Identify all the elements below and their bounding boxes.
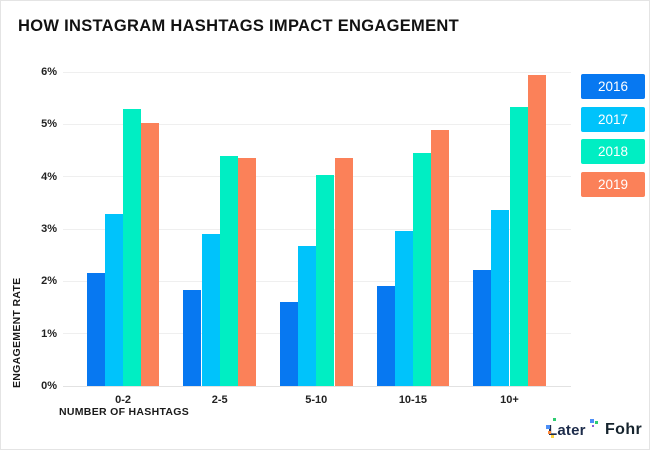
bar-2019-0-2 [141,122,160,386]
bar-2017-0-2 [104,214,124,386]
gridline-6pct [63,71,571,73]
y-tick-label-2pct: 2% [41,275,57,288]
bar-2016-2-5 [183,290,202,386]
gridline-0pct [63,385,571,387]
later-logo-text: Later [548,422,586,439]
x-tick-label-5-10: 5-10 [305,394,328,406]
x-tick-label-10-15: 10-15 [398,394,427,406]
bar-2016-5-10 [279,302,299,386]
y-tick-label-1pct: 1% [41,327,57,340]
bar-2018-0-2 [123,108,142,386]
fohr-logo: Fohr [605,421,642,439]
y-tick-label-4pct: 4% [41,170,57,183]
x-tick-label-10+: 10+ [500,394,519,406]
bar-2018-10+ [509,106,528,386]
bar-2019-10+ [527,74,546,386]
legend-item-2017: 2017 [581,106,645,132]
bar-2017-5-10 [298,245,317,386]
bar-2017-2-5 [201,234,220,386]
chart-title: HOW INSTAGRAM HASHTAGS IMPACT ENGAGEMENT [18,17,459,35]
plot-area: 0-2 2-5 5-10 10-15 10+ [63,71,571,406]
y-tick-label-6pct: 6% [41,66,57,78]
later-logo-pixel [546,425,550,429]
gridline-5pct [63,123,571,125]
y-tick-label-5pct: 5% [41,118,57,131]
y-tick-label-3pct: 3% [41,223,57,235]
x-tick-label-2-5: 2-5 [211,394,228,406]
later-logo-pixel [553,418,556,421]
y-tick-label-0pct: 0% [41,380,57,392]
bar-2017-10-15 [394,231,413,386]
bar-2019-2-5 [237,158,257,386]
x-tick-label-0-2: 0-2 [115,394,132,406]
bar-2016-10-15 [376,286,395,386]
bar-2019-10-15 [431,129,450,386]
bar-2017-10+ [491,210,510,386]
fohr-logo-text: Fohr [605,421,643,438]
later-logo-pixel [590,419,594,423]
legend: 2016 2017 2018 2019 [581,74,645,204]
bar-2016-0-2 [86,272,105,386]
later-logo: Later [546,418,598,439]
bar-2019-5-10 [334,157,353,386]
later-logo-pixel [548,431,551,434]
legend-item-2016: 2016 [581,74,645,99]
later-logo-pixel [592,425,594,427]
bar-2018-2-5 [219,155,238,386]
bar-2016-10+ [473,269,492,386]
legend-item-2019: 2019 [581,171,645,197]
y-axis-ticks: 0% 1% 2% 3% 4% 5% 6% [1,66,57,392]
x-axis-title: NUMBER OF HASHTAGS [59,406,190,418]
bar-2018-10-15 [412,152,432,386]
bar-2018-5-10 [316,175,335,386]
later-logo-pixel [595,421,598,424]
later-logo-pixel [551,435,554,438]
legend-item-2018: 2018 [581,139,645,164]
